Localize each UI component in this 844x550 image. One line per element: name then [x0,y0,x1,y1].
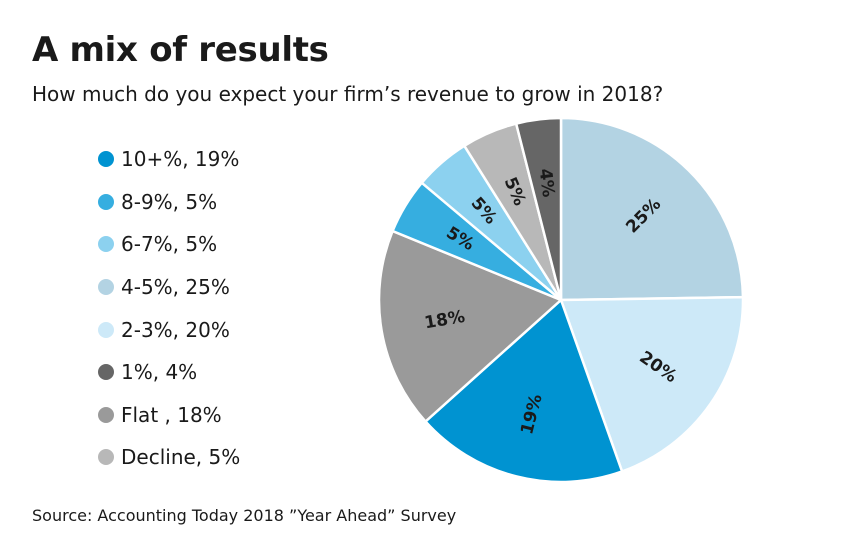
pie-slice-10 [423,297,624,484]
legend-item-2-3: 2-3%, 20% [98,308,240,351]
legend-swatch [98,236,114,253]
legend-label: Flat , 18% [121,402,222,427]
pie-chart: 25%20%19%18%5%5%5% 4% [380,116,745,484]
legend-item-1: 1%, 4% [98,351,240,394]
legend-swatch [98,321,114,338]
pie-label-1: 4% [535,167,558,198]
legend-swatch [98,449,114,466]
legend-swatch [98,364,114,381]
chart-source: Source: Accounting Today 2018 ”Year Ahea… [32,506,457,525]
legend-label: 10+%, 19% [121,147,240,172]
pie-slices [380,116,745,484]
legend-label: 2-3%, 20% [121,317,230,342]
legend-label: 4-5%, 25% [121,275,230,300]
pie-slice-2-3 [559,295,745,474]
pie-slice-flat [380,229,564,424]
legend-item-8-9: 8-9%, 5% [98,181,240,224]
legend-item-flat: Flat , 18% [98,394,240,437]
legend-swatch [98,151,114,168]
legend-label: 1%, 4% [121,360,198,385]
pie-slice-4-5 [559,116,745,302]
legend-swatch [98,279,114,296]
chart-subtitle: How much do you expect your firm’s reven… [32,82,664,106]
chart-title: A mix of results [32,30,329,70]
legend-label: 8-9%, 5% [121,189,218,214]
legend-label: 6-7%, 5% [121,232,218,257]
pie-slice-1 [514,116,563,301]
legend-item-decline: Decline, 5% [98,436,240,479]
legend-swatch [98,406,114,423]
legend: 10+%, 19% 8-9%, 5% 6-7%, 5% 4-5%, 25% 2-3%, … [98,138,240,479]
legend-item-6-7: 6-7%, 5% [98,223,240,266]
legend-item-4-5: 4-5%, 25% [98,266,240,309]
legend-swatch [98,193,114,210]
legend-label: Decline, 5% [121,445,241,470]
legend-item-10: 10+%, 19% [98,138,240,181]
